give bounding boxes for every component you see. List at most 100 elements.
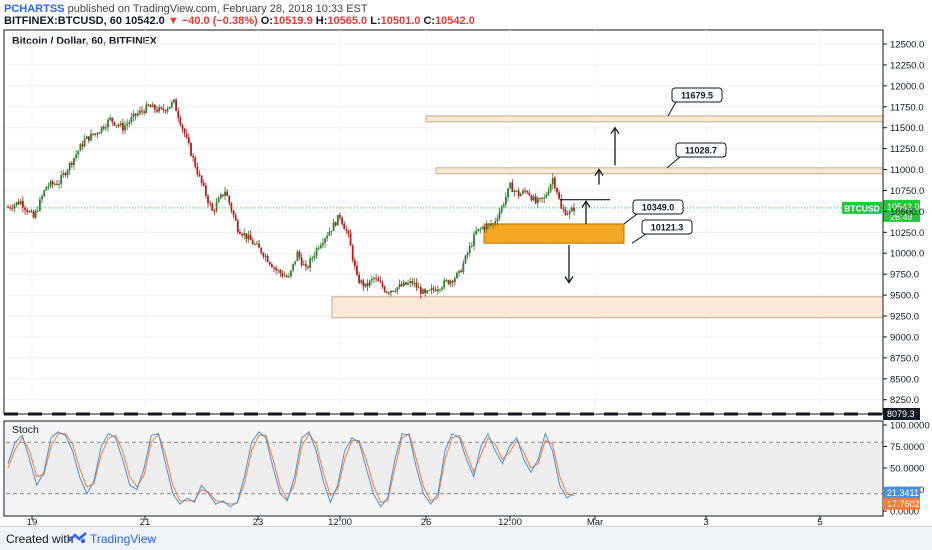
candle-body bbox=[522, 190, 524, 194]
stoch-title: Stoch bbox=[12, 424, 39, 436]
candle-body bbox=[151, 104, 154, 108]
price-change: −40.0 (−0.38%) bbox=[181, 15, 258, 27]
candle-body bbox=[141, 110, 143, 112]
y-tick-label: 9250.0 bbox=[890, 312, 919, 323]
candle-body bbox=[136, 113, 139, 116]
footer-bar: Created with TradingView bbox=[0, 526, 932, 550]
candle-body bbox=[468, 246, 471, 254]
candle-body bbox=[194, 157, 197, 168]
candle-body bbox=[294, 261, 297, 264]
candle-body bbox=[45, 186, 48, 191]
candle-body bbox=[422, 289, 424, 294]
candle-body bbox=[119, 123, 122, 126]
candle-body bbox=[222, 194, 224, 196]
x-tick-label: 26 bbox=[421, 517, 432, 526]
candle-body bbox=[160, 107, 163, 109]
candle-body bbox=[487, 223, 490, 225]
x-tick-label: 19 bbox=[27, 517, 38, 526]
candle-body bbox=[153, 104, 156, 110]
chart-canvas[interactable]: Bitcoin / Dollar, 60, BITFINEX 11679.511… bbox=[0, 28, 932, 526]
last-price: 10542.0 bbox=[125, 15, 165, 27]
candle-body bbox=[270, 264, 273, 268]
x-tick-label: 12:00 bbox=[498, 517, 522, 526]
x-tick-label: 5 bbox=[817, 517, 822, 526]
candle-body bbox=[432, 288, 435, 290]
candle-body bbox=[456, 272, 458, 279]
candle-body bbox=[543, 197, 546, 199]
candle-body bbox=[409, 281, 412, 283]
stoch-axis[interactable]: 100.000075.000050.000025.00000.000021.34… bbox=[882, 421, 930, 518]
candle-body bbox=[260, 247, 263, 254]
candle-body bbox=[292, 263, 295, 271]
candle-body bbox=[32, 211, 35, 218]
candle-body bbox=[332, 222, 335, 231]
author-link[interactable]: PCHARTSS bbox=[4, 3, 65, 15]
candle-body bbox=[9, 207, 12, 209]
stoch-tick-label: 100.0000 bbox=[890, 421, 930, 432]
candle-body bbox=[7, 207, 9, 209]
candle-body bbox=[266, 255, 269, 262]
candle-body bbox=[164, 110, 167, 112]
tradingview-link[interactable]: TradingView bbox=[90, 532, 157, 546]
candle-body bbox=[245, 233, 248, 240]
candle-body bbox=[73, 158, 75, 165]
stoch-layer bbox=[6, 431, 883, 508]
candle-body bbox=[226, 191, 229, 196]
candle-body bbox=[341, 217, 343, 224]
candle-body bbox=[43, 190, 46, 197]
candle-body bbox=[534, 196, 537, 204]
candle-body bbox=[336, 214, 339, 226]
stoch-tick-label: 0.0000 bbox=[890, 507, 919, 518]
candle-body bbox=[387, 292, 390, 294]
candle-body bbox=[315, 248, 318, 256]
y-tick-label: 11750.0 bbox=[890, 102, 924, 113]
candle-body bbox=[53, 183, 56, 185]
time-axis[interactable]: 19 21 23 12:00 26 12:00 Mar 3 5 bbox=[4, 515, 883, 526]
candle-body bbox=[564, 209, 567, 215]
candle-body bbox=[13, 204, 16, 209]
candle-body bbox=[364, 283, 367, 287]
candle-body bbox=[198, 174, 201, 176]
candle-body bbox=[475, 230, 478, 235]
candle-body bbox=[92, 133, 95, 135]
candle-body bbox=[28, 211, 31, 213]
candle-body bbox=[268, 261, 271, 265]
candle-body bbox=[239, 231, 241, 234]
candle-body bbox=[539, 197, 541, 199]
candle-body bbox=[441, 287, 443, 290]
candle-body bbox=[17, 202, 20, 205]
tradingview-logo-icon[interactable] bbox=[68, 531, 88, 545]
y-tick-label: 12000.0 bbox=[890, 81, 924, 92]
candle-body bbox=[230, 203, 233, 211]
stoch-tick-label: 50.0000 bbox=[890, 464, 924, 475]
candle-body bbox=[34, 210, 37, 218]
candle-body bbox=[273, 267, 275, 269]
candle-body bbox=[483, 227, 486, 230]
candle-body bbox=[566, 214, 569, 216]
candle-body bbox=[236, 220, 239, 232]
candle-body bbox=[375, 277, 378, 279]
candle-body bbox=[541, 197, 543, 199]
x-tick-label: 23 bbox=[253, 517, 264, 526]
candle-body bbox=[392, 290, 395, 292]
candle-body bbox=[434, 289, 437, 292]
svg-text:26:49: 26:49 bbox=[890, 212, 913, 222]
x-tick-label: 3 bbox=[703, 517, 708, 526]
candle-body bbox=[19, 200, 22, 205]
price-callout: 10349.0 bbox=[623, 199, 684, 225]
candle-body bbox=[366, 283, 369, 287]
candle-body bbox=[309, 258, 312, 268]
candle-body bbox=[545, 194, 548, 198]
price-axis[interactable]: 12500.0 12250.0 12000.0 11750.0 11500.0 11250… bbox=[882, 30, 924, 414]
svg-text:10542.0: 10542.0 bbox=[887, 202, 920, 212]
candle-body bbox=[398, 284, 401, 288]
candle-body bbox=[370, 278, 373, 281]
candle-body bbox=[128, 122, 131, 124]
candle-body bbox=[485, 224, 488, 230]
candle-body bbox=[60, 175, 63, 184]
candle-body bbox=[381, 282, 384, 287]
candle-body bbox=[285, 275, 288, 277]
candle-body bbox=[477, 228, 480, 231]
candle-body bbox=[66, 170, 69, 176]
candle-body bbox=[247, 234, 250, 240]
